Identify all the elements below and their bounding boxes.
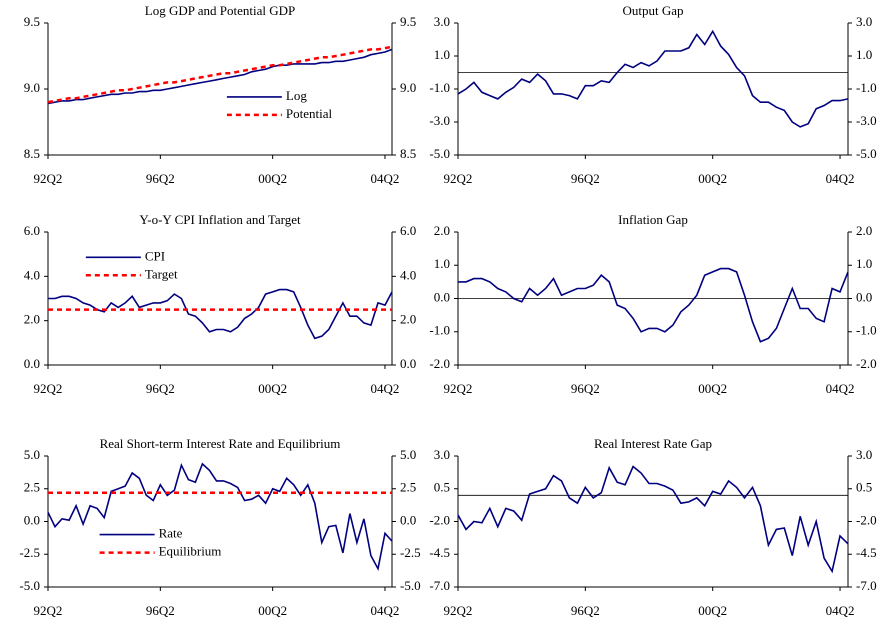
y-tick-label: 0.0 bbox=[24, 512, 40, 527]
x-tick-label: 00Q2 bbox=[698, 603, 727, 618]
y2-tick-label: 9.5 bbox=[400, 14, 416, 29]
legend-label: Rate bbox=[159, 526, 183, 541]
legend-label: Equilibrium bbox=[159, 544, 222, 559]
y-tick-label: -7.0 bbox=[429, 578, 450, 593]
y2-tick-label: 6.0 bbox=[400, 223, 416, 238]
y2-tick-label: 1.0 bbox=[856, 256, 872, 271]
y-tick-label: 3.0 bbox=[434, 14, 450, 29]
y-tick-label: 6.0 bbox=[24, 223, 40, 238]
chart-title: Inflation Gap bbox=[618, 212, 688, 227]
y2-tick-label: 9.0 bbox=[400, 80, 416, 95]
y-tick-label: -2.0 bbox=[429, 356, 450, 371]
y-tick-label: 4.0 bbox=[24, 267, 40, 282]
x-tick-label: 96Q2 bbox=[146, 171, 175, 186]
y2-tick-label: 8.5 bbox=[400, 146, 416, 161]
y2-tick-label: -7.0 bbox=[856, 578, 877, 593]
series-line bbox=[458, 267, 849, 343]
y2-tick-label: 0.0 bbox=[400, 356, 416, 371]
y2-tick-label: -5.0 bbox=[400, 578, 421, 593]
y2-tick-label: -2.0 bbox=[856, 356, 877, 371]
chart-title: Real Short-term Interest Rate and Equili… bbox=[100, 436, 341, 451]
y-tick-label: 1.0 bbox=[434, 47, 450, 62]
y2-tick-label: -1.0 bbox=[856, 323, 877, 338]
x-tick-label: 92Q2 bbox=[444, 381, 473, 396]
legend-label: Target bbox=[145, 266, 178, 281]
y2-tick-label: 2.0 bbox=[856, 223, 872, 238]
y-tick-label: 1.0 bbox=[434, 256, 450, 271]
legend-label: Log bbox=[286, 88, 307, 103]
x-tick-label: 04Q2 bbox=[371, 171, 400, 186]
x-tick-label: 00Q2 bbox=[258, 603, 287, 618]
y2-tick-label: -1.0 bbox=[856, 80, 877, 95]
y-tick-label: 0.0 bbox=[434, 289, 450, 304]
y-tick-label: -2.5 bbox=[19, 545, 40, 560]
series-line bbox=[457, 29, 849, 128]
legend-label: CPI bbox=[145, 248, 165, 263]
x-tick-label: 00Q2 bbox=[698, 381, 727, 396]
x-tick-label: 92Q2 bbox=[444, 171, 473, 186]
y2-tick-label: -4.5 bbox=[856, 545, 877, 560]
y-tick-label: 2.5 bbox=[24, 480, 40, 495]
x-tick-label: 92Q2 bbox=[34, 381, 63, 396]
y2-tick-label: 2.0 bbox=[400, 312, 416, 327]
chart-title: Real Interest Rate Gap bbox=[594, 436, 712, 451]
y2-tick-label: 4.0 bbox=[400, 267, 416, 282]
y2-tick-label: -5.0 bbox=[856, 146, 877, 161]
y-tick-label: 0.5 bbox=[434, 480, 450, 495]
y-tick-label: 9.5 bbox=[24, 14, 40, 29]
y-tick-label: -5.0 bbox=[19, 578, 40, 593]
x-tick-label: 00Q2 bbox=[258, 171, 287, 186]
x-tick-label: 00Q2 bbox=[258, 381, 287, 396]
y2-tick-label: 0.0 bbox=[856, 289, 872, 304]
y-tick-label: 8.5 bbox=[24, 146, 40, 161]
y2-tick-label: 3.0 bbox=[856, 14, 872, 29]
y2-tick-label: -3.0 bbox=[856, 113, 877, 128]
x-tick-label: 96Q2 bbox=[146, 603, 175, 618]
y-tick-label: 2.0 bbox=[24, 312, 40, 327]
x-tick-label: 92Q2 bbox=[34, 603, 63, 618]
x-tick-label: 04Q2 bbox=[826, 381, 855, 396]
y2-tick-label: 1.0 bbox=[856, 47, 872, 62]
y-tick-label: 3.0 bbox=[434, 447, 450, 462]
y2-tick-label: 5.0 bbox=[400, 447, 416, 462]
y-tick-label: 9.0 bbox=[24, 80, 40, 95]
series-line bbox=[48, 288, 393, 340]
series-line bbox=[47, 48, 393, 105]
x-tick-label: 96Q2 bbox=[571, 171, 600, 186]
y-tick-label: 0.0 bbox=[24, 356, 40, 371]
x-tick-label: 92Q2 bbox=[444, 603, 473, 618]
y-tick-label: -4.5 bbox=[429, 545, 450, 560]
x-tick-label: 96Q2 bbox=[146, 381, 175, 396]
y2-tick-label: 0.0 bbox=[400, 512, 416, 527]
x-tick-label: 04Q2 bbox=[826, 171, 855, 186]
x-tick-label: 00Q2 bbox=[698, 171, 727, 186]
y2-tick-label: -2.5 bbox=[400, 545, 421, 560]
x-tick-label: 96Q2 bbox=[571, 603, 600, 618]
y-tick-label: 2.0 bbox=[434, 223, 450, 238]
x-tick-label: 04Q2 bbox=[371, 603, 400, 618]
series-line bbox=[47, 45, 393, 104]
legend-label: Potential bbox=[286, 106, 333, 121]
y2-tick-label: 3.0 bbox=[856, 447, 872, 462]
y2-tick-label: 2.5 bbox=[400, 480, 416, 495]
x-tick-label: 92Q2 bbox=[34, 171, 63, 186]
x-tick-label: 04Q2 bbox=[371, 381, 400, 396]
chart-title: Log GDP and Potential GDP bbox=[145, 3, 295, 18]
x-tick-label: 96Q2 bbox=[571, 381, 600, 396]
x-tick-label: 04Q2 bbox=[826, 603, 855, 618]
chart-title: Output Gap bbox=[622, 3, 683, 18]
y2-tick-label: -2.0 bbox=[856, 512, 877, 527]
y2-tick-label: 0.5 bbox=[856, 480, 872, 495]
y-tick-label: -3.0 bbox=[429, 113, 450, 128]
chart-title: Y-o-Y CPI Inflation and Target bbox=[139, 212, 301, 227]
y-tick-label: -1.0 bbox=[429, 80, 450, 95]
y-tick-label: 5.0 bbox=[24, 447, 40, 462]
y-tick-label: -2.0 bbox=[429, 512, 450, 527]
series-line bbox=[457, 465, 849, 574]
series-line bbox=[47, 462, 393, 572]
y-tick-label: -5.0 bbox=[429, 146, 450, 161]
y-tick-label: -1.0 bbox=[429, 323, 450, 338]
